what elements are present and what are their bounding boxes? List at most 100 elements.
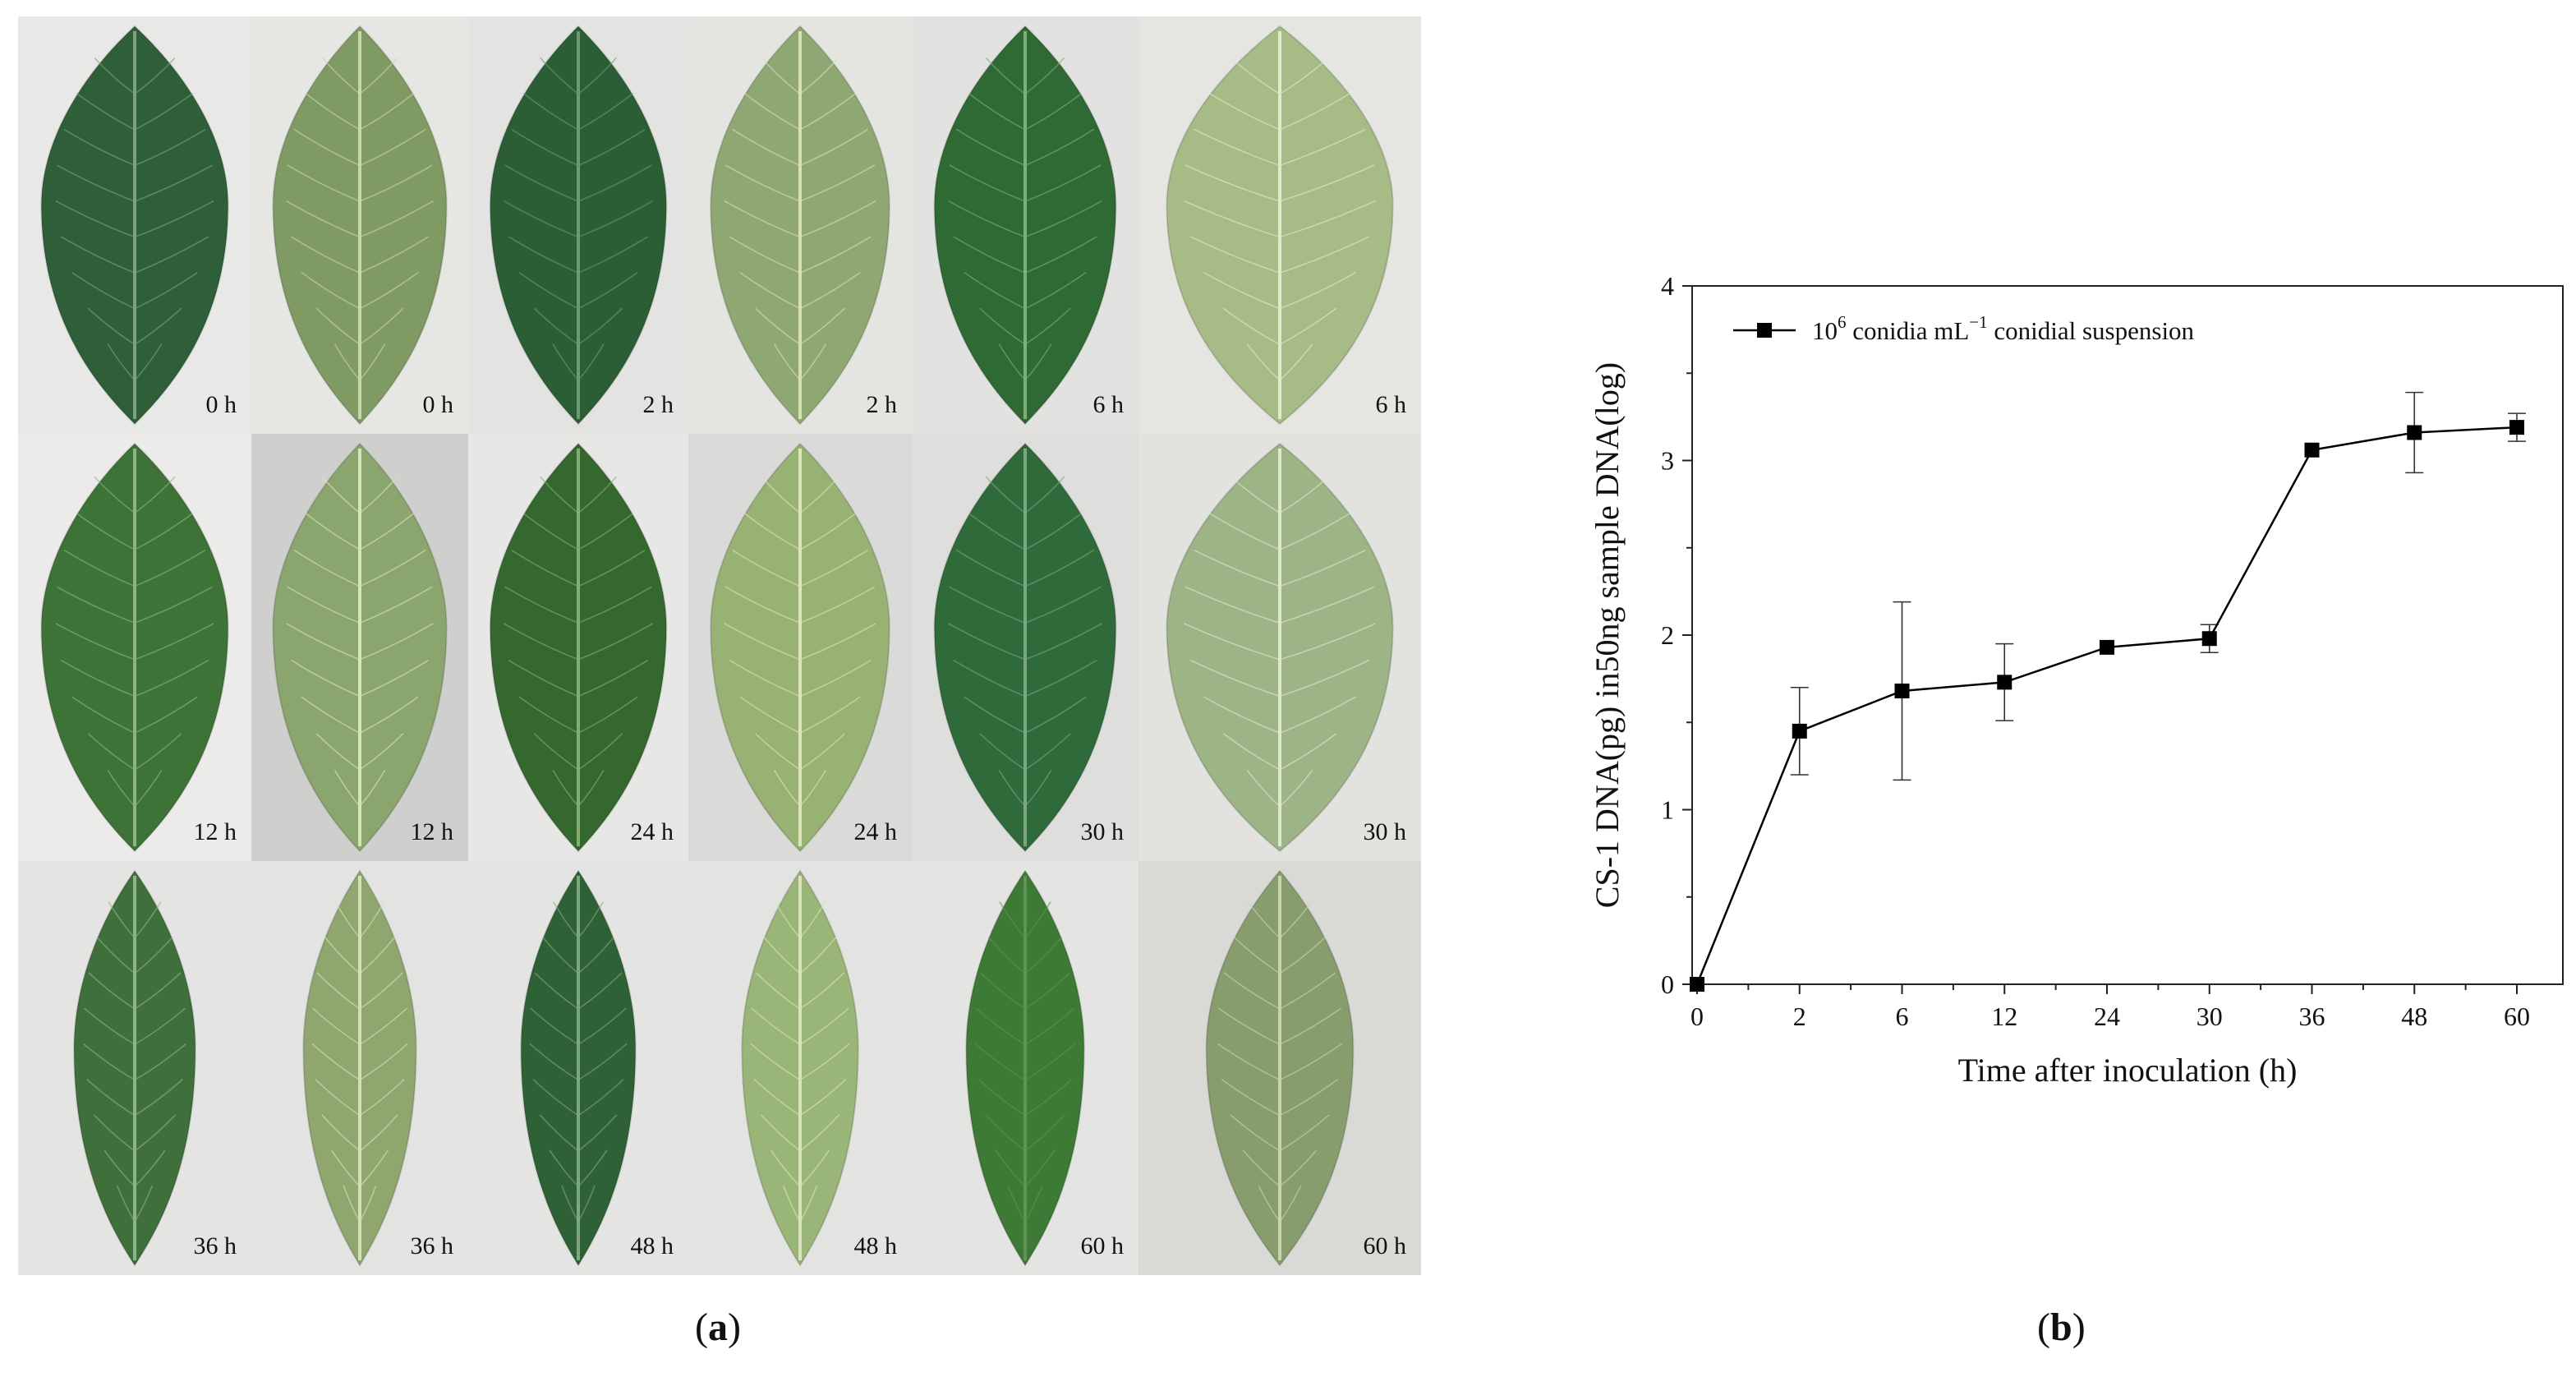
leaf-vein <box>968 513 1026 550</box>
leaf-vein <box>577 1007 627 1045</box>
leaf-vein <box>577 586 652 624</box>
leaf-vein <box>577 972 623 1010</box>
panel-label-b: (b) <box>2037 1306 2086 1349</box>
leaf-time-label: 60 h <box>1080 1232 1125 1260</box>
leaf-vein <box>577 1185 596 1223</box>
leaf-vein <box>577 343 605 381</box>
leaf-vein <box>799 271 861 310</box>
leaf-vein <box>724 586 801 624</box>
leaf-vein <box>359 770 386 807</box>
leaf-vein <box>1024 1043 1076 1081</box>
leaf-vein <box>134 343 163 381</box>
leaf-tile: 60 h <box>1138 861 1421 1275</box>
leaf-vein <box>134 307 182 345</box>
leaf-vein <box>93 1114 136 1152</box>
leaf-image <box>933 25 1117 426</box>
leaf-vein <box>799 1149 830 1187</box>
leaf-vein <box>782 1185 801 1223</box>
leaf-vein <box>799 128 868 167</box>
leaf-vein <box>134 1114 177 1152</box>
leaf-vein <box>1024 476 1065 513</box>
leaf-vein <box>359 343 386 381</box>
leaf-vein <box>134 623 214 661</box>
leaf-vein <box>316 972 361 1010</box>
leaf-vein <box>532 1079 579 1117</box>
leaf-time-label: 12 h <box>410 818 454 845</box>
leaf-time-label: 36 h <box>410 1232 454 1260</box>
leaf-vein <box>799 1185 818 1223</box>
leaf-vein <box>1184 586 1281 624</box>
leaf-vein <box>1246 769 1281 808</box>
leaf-vein <box>529 1043 579 1081</box>
leaf-vein <box>577 93 633 131</box>
leaf-vein <box>334 901 361 939</box>
leaf-vein <box>1222 733 1281 771</box>
leaf-photo-grid: 0 h 0 h 2 h 2 h 6 h 6 h 12 h 12 h 24 h 24 h 30 h 30… <box>18 16 1421 1275</box>
leaf-tile: 30 h <box>1138 434 1421 861</box>
leaf-vein <box>1024 1079 1073 1117</box>
leaf-vein <box>359 623 434 661</box>
plot-frame <box>1691 285 2564 985</box>
leaf-image <box>933 442 1117 853</box>
legend: 106 conidia mL−1 conidial suspension <box>1733 312 2195 345</box>
data-point <box>2407 425 2422 440</box>
leaf-vein <box>577 307 623 345</box>
leaf-vein <box>968 93 1026 131</box>
leaf-vein <box>134 696 198 734</box>
leaf-vein <box>542 937 579 974</box>
leaf-vein <box>96 937 136 974</box>
leaf-vein <box>71 696 136 734</box>
leaf-vein <box>1024 1149 1056 1187</box>
leaf-vein <box>953 659 1026 698</box>
leaf-vein <box>1279 1149 1318 1187</box>
leaf-time-label: 0 h <box>422 391 454 418</box>
leaf-vein <box>312 1007 361 1045</box>
leaf-vein <box>359 659 429 698</box>
leaf-vein <box>978 1079 1026 1117</box>
leaf-vein <box>291 236 361 274</box>
leaf-vein <box>753 1079 801 1117</box>
leaf-vein <box>948 623 1026 661</box>
leaf-vein <box>71 271 136 310</box>
x-tick-label: 2 <box>1793 1002 1806 1031</box>
x-tick-label: 12 <box>1991 1002 2017 1031</box>
leaf-vein <box>799 972 845 1010</box>
leaf-vein <box>577 1079 624 1117</box>
leaf-vein <box>799 901 826 939</box>
leaf-vein <box>56 586 136 624</box>
leaf-vein <box>315 307 361 345</box>
data-point <box>1997 675 2012 690</box>
data-point <box>2509 420 2524 435</box>
leaf-vein <box>134 57 176 94</box>
leaf-vein <box>1279 476 1330 514</box>
y-tick-label: 4 <box>1661 271 1674 301</box>
leaf-vein <box>134 164 214 202</box>
leaf-time-label: 48 h <box>630 1232 674 1260</box>
legend-label: 106 conidia mL−1 conidial suspension <box>1812 312 2195 345</box>
leaf-image <box>710 442 890 853</box>
leaf-tile: 48 h <box>468 861 688 1275</box>
leaf-vein <box>1223 972 1281 1010</box>
leaf-vein <box>359 937 396 974</box>
leaf-vein <box>799 476 840 513</box>
leaf-vein <box>293 549 361 587</box>
leaf-vein <box>315 733 361 771</box>
leaf-vein <box>999 901 1026 939</box>
leaf-vein <box>56 164 136 202</box>
leaf-vein <box>1234 937 1281 974</box>
leaf-vein <box>799 513 856 550</box>
leaf-vein <box>359 200 434 238</box>
leaf-vein <box>949 164 1026 202</box>
leaf-vein <box>1024 57 1065 94</box>
leaf-vein <box>134 901 162 939</box>
leaf-time-label: 24 h <box>853 818 898 845</box>
leaf-time-label: 24 h <box>630 818 674 845</box>
leaf-vein <box>763 937 801 974</box>
leaf-vein <box>287 164 361 202</box>
leaf-vein <box>503 200 579 238</box>
leaf-tile: 2 h <box>688 16 912 434</box>
series-markers <box>1690 420 2524 992</box>
leaf-vein <box>1279 549 1366 587</box>
leaf-vein <box>1279 93 1350 131</box>
leaf-vein <box>577 1149 608 1187</box>
